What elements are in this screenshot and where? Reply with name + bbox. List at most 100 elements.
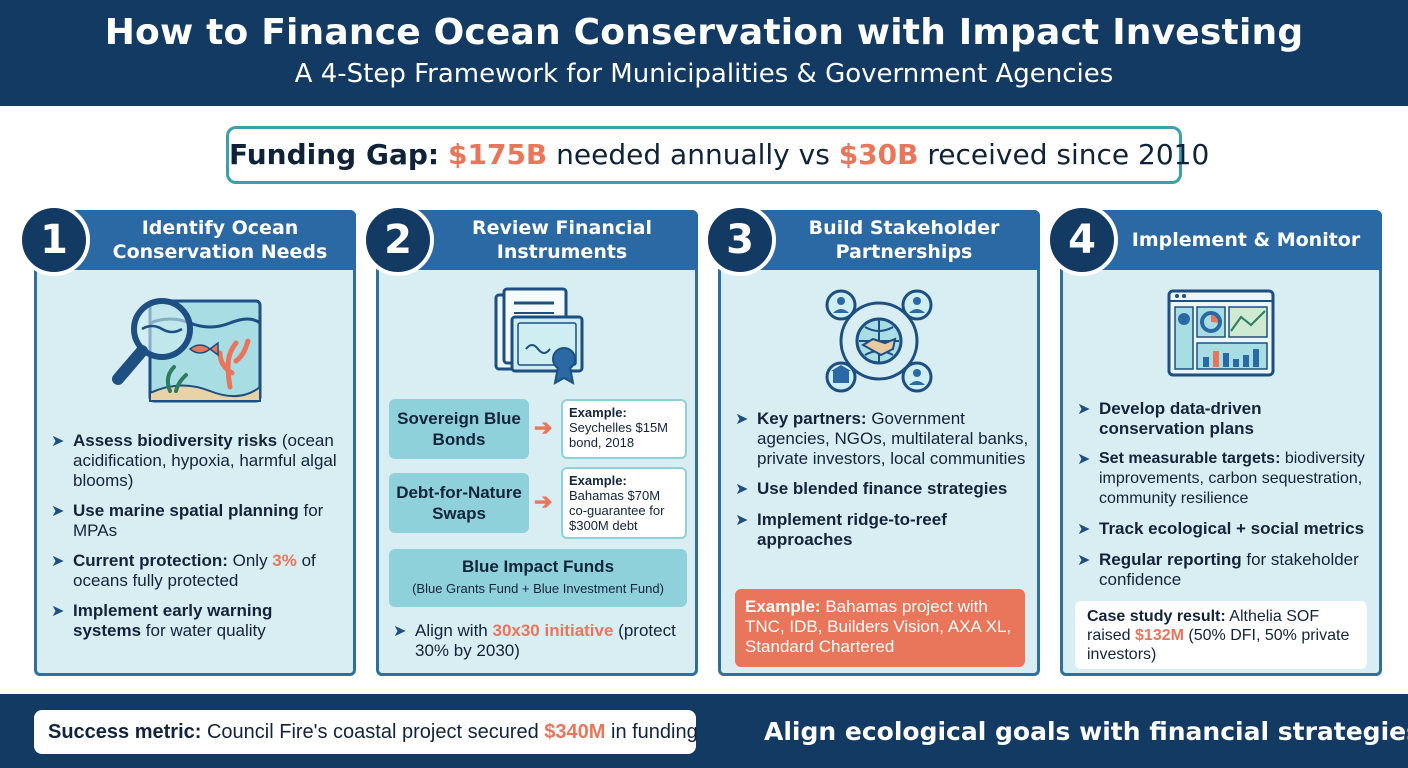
bullet-text: (ocean acidification, hypoxia, harmful a… bbox=[73, 431, 337, 490]
arrow-bullet-icon: ➤ bbox=[1077, 521, 1091, 538]
bullet-text: Only bbox=[227, 551, 273, 570]
funding-needed-text: needed annually vs bbox=[547, 138, 839, 171]
step-3-bullets: ➤ Key partners: Government agencies, NGOs… bbox=[735, 409, 1029, 560]
success-label: Success metric: bbox=[48, 721, 202, 743]
example-box-bahamas: Example: Bahamas project with TNC, IDB, … bbox=[735, 589, 1025, 667]
list-item: ➤ Regular reporting for stakeholder confi… bbox=[1077, 550, 1371, 590]
list-item: ➤ Implement early warning systems for wat… bbox=[51, 601, 345, 641]
bullet-text: for MPAs bbox=[73, 501, 324, 540]
bullet-bold: Develop data-driven conservation plans bbox=[1099, 399, 1262, 438]
arrow-bullet-icon: ➤ bbox=[51, 603, 65, 620]
bullet-text: for stakeholder confidence bbox=[1099, 550, 1359, 589]
list-item: ➤ Set measurable targets: biodiversity im… bbox=[1077, 449, 1371, 509]
funding-received-text: received since 2010 bbox=[918, 138, 1210, 171]
arrow-bullet-icon: ➤ bbox=[735, 411, 749, 428]
arrow-bullet-icon: ➤ bbox=[1077, 401, 1091, 418]
funding-received-value: $30B bbox=[838, 138, 919, 171]
step-card-4: Implement & Monitor ➤ Develop data-driven… bbox=[1060, 210, 1382, 676]
list-item: ➤ Align with 30x30 initiative (protect 30… bbox=[393, 621, 687, 661]
protection-percent: 3% bbox=[272, 551, 297, 570]
bullet-bold: Regular reporting bbox=[1099, 550, 1242, 569]
certificate-documents-icon bbox=[379, 287, 695, 392]
list-item: ➤ Key partners: Government agencies, NGOs… bbox=[735, 409, 1029, 469]
step-4-number: 4 bbox=[1046, 204, 1118, 276]
step-3-number: 3 bbox=[704, 204, 776, 276]
bullet-bold: Implement early warning systems bbox=[73, 601, 273, 640]
network-handshake-icon bbox=[721, 285, 1037, 402]
funding-gap-label: Funding Gap: bbox=[229, 138, 440, 171]
success-amount: $340M bbox=[544, 721, 606, 743]
success-metric-box: Success metric: Council Fire's coastal p… bbox=[34, 710, 698, 754]
bullet-bold: Use marine spatial planning bbox=[73, 501, 299, 520]
example-label: Example: bbox=[569, 473, 627, 488]
case-label: Case study result: bbox=[1087, 608, 1226, 625]
dashboard-monitor-icon bbox=[1063, 287, 1379, 384]
success-text: Council Fire's coastal project secured bbox=[201, 721, 545, 743]
list-item: ➤ Develop data-driven conservation plans bbox=[1077, 399, 1371, 439]
list-item: ➤ Current protection: Only 3% of oceans f… bbox=[51, 551, 345, 591]
list-item: ➤ Use blended finance strategies bbox=[735, 479, 1029, 500]
list-item: ➤ Implement ridge-to-reef approaches bbox=[735, 510, 1029, 550]
example-text: Seychelles $15M bond, 2018 bbox=[569, 420, 668, 450]
step-2-number: 2 bbox=[362, 204, 434, 276]
case-study-box: Case study result: Althelia SOF raised $… bbox=[1075, 601, 1367, 669]
page-subtitle: A 4-Step Framework for Municipalities & … bbox=[294, 59, 1114, 89]
initiative-highlight: 30x30 initiative bbox=[492, 621, 614, 640]
blue-impact-funds-box: Blue Impact Funds (Blue Grants Fund + Bl… bbox=[389, 549, 687, 607]
arrow-bullet-icon: ➤ bbox=[735, 481, 749, 498]
case-text: (50% DFI, 50% private investors) bbox=[1087, 627, 1350, 663]
example-label: Example: bbox=[745, 597, 821, 616]
bullet-bold: Current protection: bbox=[73, 551, 228, 570]
step-3-title: Build Stakeholder Partnerships bbox=[718, 210, 1040, 270]
step-4-bullets: ➤ Develop data-driven conservation plans … bbox=[1077, 399, 1371, 600]
example-text: Bahamas $70M co-guarantee for $300M debt bbox=[569, 488, 665, 533]
funding-gap-banner: Funding Gap: $175B needed annually vs $3… bbox=[226, 126, 1209, 184]
success-text: in funding bbox=[605, 721, 698, 743]
case-text: Althelia SOF raised bbox=[1087, 608, 1320, 644]
list-item: ➤ Use marine spatial planning for MPAs bbox=[51, 501, 345, 541]
step-card-2: Review Financial Instruments Sovereign B… bbox=[376, 210, 698, 676]
example-label: Example: bbox=[569, 405, 627, 420]
instrument-debt-for-nature-swaps: Debt-for-Nature Swaps bbox=[389, 473, 529, 533]
step-1-title: Identify Ocean Conservation Needs bbox=[34, 210, 356, 270]
bullet-text: biodiversity improvements, carbon seques… bbox=[1099, 450, 1365, 507]
fund-sub: (Blue Grants Fund + Blue Investment Fund… bbox=[412, 581, 664, 596]
funding-needed-value: $175B bbox=[448, 138, 548, 171]
step-1-number: 1 bbox=[18, 204, 90, 276]
arrow-bullet-icon: ➤ bbox=[735, 512, 749, 529]
step-2-title: Review Financial Instruments bbox=[376, 210, 698, 270]
bullet-bold: Use blended finance strategies bbox=[757, 479, 1008, 498]
footer-tagline: Align ecological goals with financial st… bbox=[764, 717, 1408, 746]
arrow-bullet-icon: ➤ bbox=[393, 623, 407, 640]
step-card-3: Build Stakeholder Partnerships ➤ Key part… bbox=[718, 210, 1040, 676]
bullet-text: (protect 30% by 2030) bbox=[415, 621, 676, 660]
arrow-bullet-icon: ➤ bbox=[1077, 451, 1091, 468]
bullet-bold: Set measurable targets: bbox=[1099, 450, 1281, 467]
bullet-text: Align with bbox=[415, 621, 493, 640]
header-banner: How to Finance Ocean Conservation with I… bbox=[0, 0, 1408, 106]
arrow-bullet-icon: ➤ bbox=[51, 433, 65, 450]
example-box-blue-bonds: Example: Seychelles $15M bond, 2018 bbox=[561, 399, 687, 459]
magnifier-ocean-icon bbox=[37, 283, 353, 418]
step-1-bullets: ➤ Assess biodiversity risks (ocean acidif… bbox=[51, 431, 345, 651]
arrow-right-icon: ➔ bbox=[534, 415, 553, 440]
arrow-bullet-icon: ➤ bbox=[1077, 552, 1091, 569]
instrument-sovereign-blue-bonds: Sovereign Blue Bonds bbox=[389, 399, 529, 459]
step-2-bullets: ➤ Align with 30x30 initiative (protect 30… bbox=[393, 621, 687, 671]
bullet-text: Government agencies, NGOs, multilateral … bbox=[757, 409, 1029, 468]
arrow-bullet-icon: ➤ bbox=[51, 553, 65, 570]
list-item: ➤ Assess biodiversity risks (ocean acidif… bbox=[51, 431, 345, 491]
step-card-1: Identify Ocean Conservation Needs ➤ Asses… bbox=[34, 210, 356, 676]
arrow-bullet-icon: ➤ bbox=[51, 503, 65, 520]
bullet-bold: Track ecological + social metrics bbox=[1099, 519, 1365, 538]
example-text: Bahamas project with TNC, IDB, Builders … bbox=[745, 597, 1012, 656]
case-amount: $132M bbox=[1135, 627, 1184, 644]
footer-banner: Success metric: Council Fire's coastal p… bbox=[0, 694, 1408, 768]
list-item: ➤ Track ecological + social metrics bbox=[1077, 519, 1371, 540]
page-title: How to Finance Ocean Conservation with I… bbox=[104, 12, 1304, 53]
bullet-bold: Assess biodiversity risks bbox=[73, 431, 278, 450]
bullet-bold: Implement ridge-to-reef approaches bbox=[757, 510, 947, 549]
fund-label: Blue Impact Funds bbox=[461, 557, 615, 576]
bullet-text: for water quality bbox=[141, 621, 266, 640]
bullet-bold: Key partners: bbox=[757, 409, 867, 428]
